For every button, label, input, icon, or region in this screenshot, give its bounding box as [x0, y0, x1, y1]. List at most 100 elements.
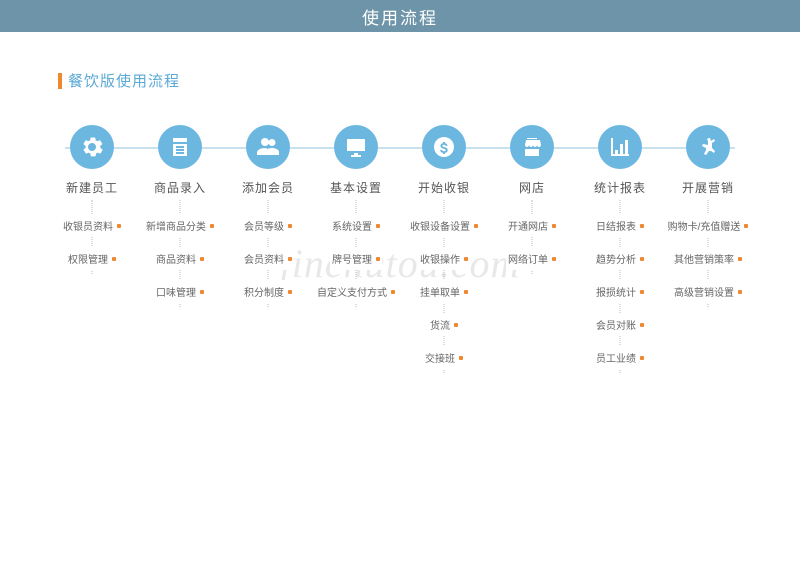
subitem: 新增商品分类 [144, 214, 216, 237]
steps-row: 新建员工收银员资料权限管理商品录入新增商品分类商品资料口味管理添加会员会员等级会… [0, 125, 800, 379]
step-title: 统计报表 [594, 179, 646, 196]
step-title: 网店 [519, 179, 545, 196]
bullet-dot [459, 356, 463, 360]
subitem-label: 新增商品分类 [146, 218, 206, 233]
subitem: 日结报表 [594, 214, 646, 237]
subitem: 报损统计 [594, 280, 646, 303]
subitem-label: 收银操作 [420, 251, 460, 266]
bullet-dot [474, 224, 478, 228]
subitem: 其他营销策率 [672, 247, 744, 270]
step-title: 新建员工 [66, 179, 118, 196]
subtitle-text: 餐饮版使用流程 [68, 70, 180, 91]
bullet-dot [376, 224, 380, 228]
subitem-label: 权限管理 [68, 251, 108, 266]
subitem: 货流 [428, 313, 460, 336]
bullet-dot [640, 290, 644, 294]
subitem: 交接班 [423, 346, 465, 369]
subitem: 会员等级 [242, 214, 294, 237]
subitem: 收银设备设置 [408, 214, 480, 237]
subitem: 权限管理 [66, 247, 118, 270]
subitem-label: 会员对账 [596, 317, 636, 332]
hand-icon [686, 125, 730, 169]
clipboard-icon [158, 125, 202, 169]
subitem: 员工业绩 [594, 346, 646, 369]
step-title: 开始收银 [418, 179, 470, 196]
bullet-dot [464, 290, 468, 294]
step-column: 商品录入新增商品分类商品资料口味管理 [136, 125, 224, 379]
bullet-dot [640, 257, 644, 261]
shop-icon [510, 125, 554, 169]
header-title: 使用流程 [362, 4, 438, 29]
subitem: 收银操作 [418, 247, 470, 270]
subitems-list: 新增商品分类商品资料口味管理 [144, 214, 216, 313]
subitem: 趋势分析 [594, 247, 646, 270]
page-header: 使用流程 [0, 0, 800, 32]
subtitle-row: 餐饮版使用流程 [58, 70, 800, 91]
step-title: 商品录入 [154, 179, 206, 196]
subitem-label: 网络订单 [508, 251, 548, 266]
bullet-dot [288, 290, 292, 294]
subitem: 开通网店 [506, 214, 558, 237]
subitem: 高级营销设置 [672, 280, 744, 303]
subitem-label: 商品资料 [156, 251, 196, 266]
step-column: 添加会员会员等级会员资料积分制度 [224, 125, 312, 379]
bullet-dot [640, 224, 644, 228]
subitem: 挂单取单 [418, 280, 470, 303]
step-column: 开始收银收银设备设置收银操作挂单取单货流交接班 [400, 125, 488, 379]
bullet-dot [454, 323, 458, 327]
step-title: 添加会员 [242, 179, 294, 196]
subitem-label: 报损统计 [596, 284, 636, 299]
subitem-label: 其他营销策率 [674, 251, 734, 266]
subitem-label: 自定义支付方式 [317, 284, 387, 299]
step-title: 开展营销 [682, 179, 734, 196]
subitem: 口味管理 [154, 280, 206, 303]
subitem: 收银员资料 [61, 214, 123, 237]
subitem: 自定义支付方式 [315, 280, 397, 303]
subitem-label: 员工业绩 [596, 350, 636, 365]
subitem-label: 交接班 [425, 350, 455, 365]
subitems-list: 会员等级会员资料积分制度 [242, 214, 294, 313]
subitem-label: 会员资料 [244, 251, 284, 266]
subitem-label: 趋势分析 [596, 251, 636, 266]
step-column: 开展营销购物卡/充值赠送其他营销策率高级营销设置 [664, 125, 752, 379]
subitem-label: 日结报表 [596, 218, 636, 233]
subitem-label: 积分制度 [244, 284, 284, 299]
subitems-list: 系统设置牌号管理自定义支付方式 [315, 214, 397, 313]
bullet-dot [210, 224, 214, 228]
step-column: 新建员工收银员资料权限管理 [48, 125, 136, 379]
subitems-list: 开通网店网络订单 [506, 214, 558, 280]
bullet-dot [391, 290, 395, 294]
step-column: 统计报表日结报表趋势分析报损统计会员对账员工业绩 [576, 125, 664, 379]
bullet-dot [640, 323, 644, 327]
bullet-dot [738, 257, 742, 261]
subitems-list: 购物卡/充值赠送其他营销策率高级营销设置 [666, 214, 751, 313]
bullet-dot [112, 257, 116, 261]
subitems-list: 日结报表趋势分析报损统计会员对账员工业绩 [594, 214, 646, 379]
bullet-dot [376, 257, 380, 261]
gear-icon [70, 125, 114, 169]
subitem: 会员对账 [594, 313, 646, 336]
subitem: 牌号管理 [330, 247, 382, 270]
step-column: 网店开通网店网络订单 [488, 125, 576, 379]
bullet-dot [744, 224, 748, 228]
subitem-label: 购物卡/充值赠送 [668, 218, 741, 233]
users-icon [246, 125, 290, 169]
subitem-label: 系统设置 [332, 218, 372, 233]
subitems-list: 收银设备设置收银操作挂单取单货流交接班 [408, 214, 480, 379]
flow-container: 新建员工收银员资料权限管理商品录入新增商品分类商品资料口味管理添加会员会员等级会… [0, 125, 800, 379]
subitem-label: 挂单取单 [420, 284, 460, 299]
bullet-dot [738, 290, 742, 294]
subitem-label: 口味管理 [156, 284, 196, 299]
bullet-dot [288, 257, 292, 261]
bullet-dot [552, 224, 556, 228]
bullet-dot [288, 224, 292, 228]
subitem-label: 高级营销设置 [674, 284, 734, 299]
subitem-label: 会员等级 [244, 218, 284, 233]
chart-icon [598, 125, 642, 169]
subitem-label: 牌号管理 [332, 251, 372, 266]
bullet-dot [464, 257, 468, 261]
bullet-dot [117, 224, 121, 228]
subitems-list: 收银员资料权限管理 [61, 214, 123, 280]
subitem-label: 收银设备设置 [410, 218, 470, 233]
subitem: 购物卡/充值赠送 [666, 214, 751, 237]
